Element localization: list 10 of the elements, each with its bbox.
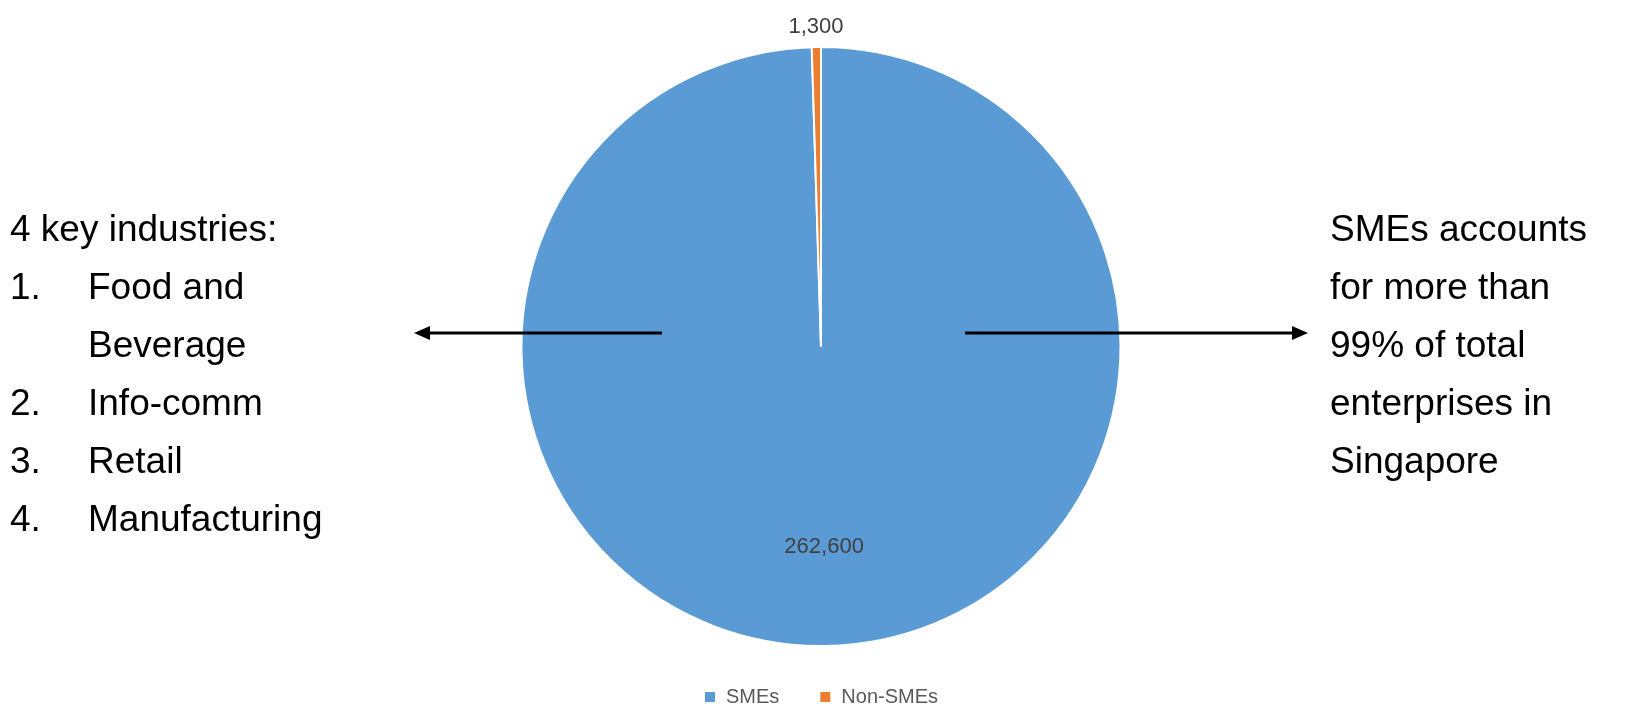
text: 1. Food and Beverage [10, 266, 247, 365]
data-label: 262,600 [784, 533, 864, 559]
text: SMEs accounts for more than 99% of total enterprises in Singapore [1330, 207, 1589, 483]
legend-label: Non-SMEs [841, 684, 939, 707]
text: 3. Retail [10, 440, 183, 481]
legend-label: SMEs [725, 684, 780, 707]
text: 4 key industries: [10, 207, 279, 251]
data-label: 1,300 [788, 13, 844, 39]
text: 2. Info-comm [10, 382, 263, 423]
text: 4. Manufacturing [10, 498, 323, 539]
